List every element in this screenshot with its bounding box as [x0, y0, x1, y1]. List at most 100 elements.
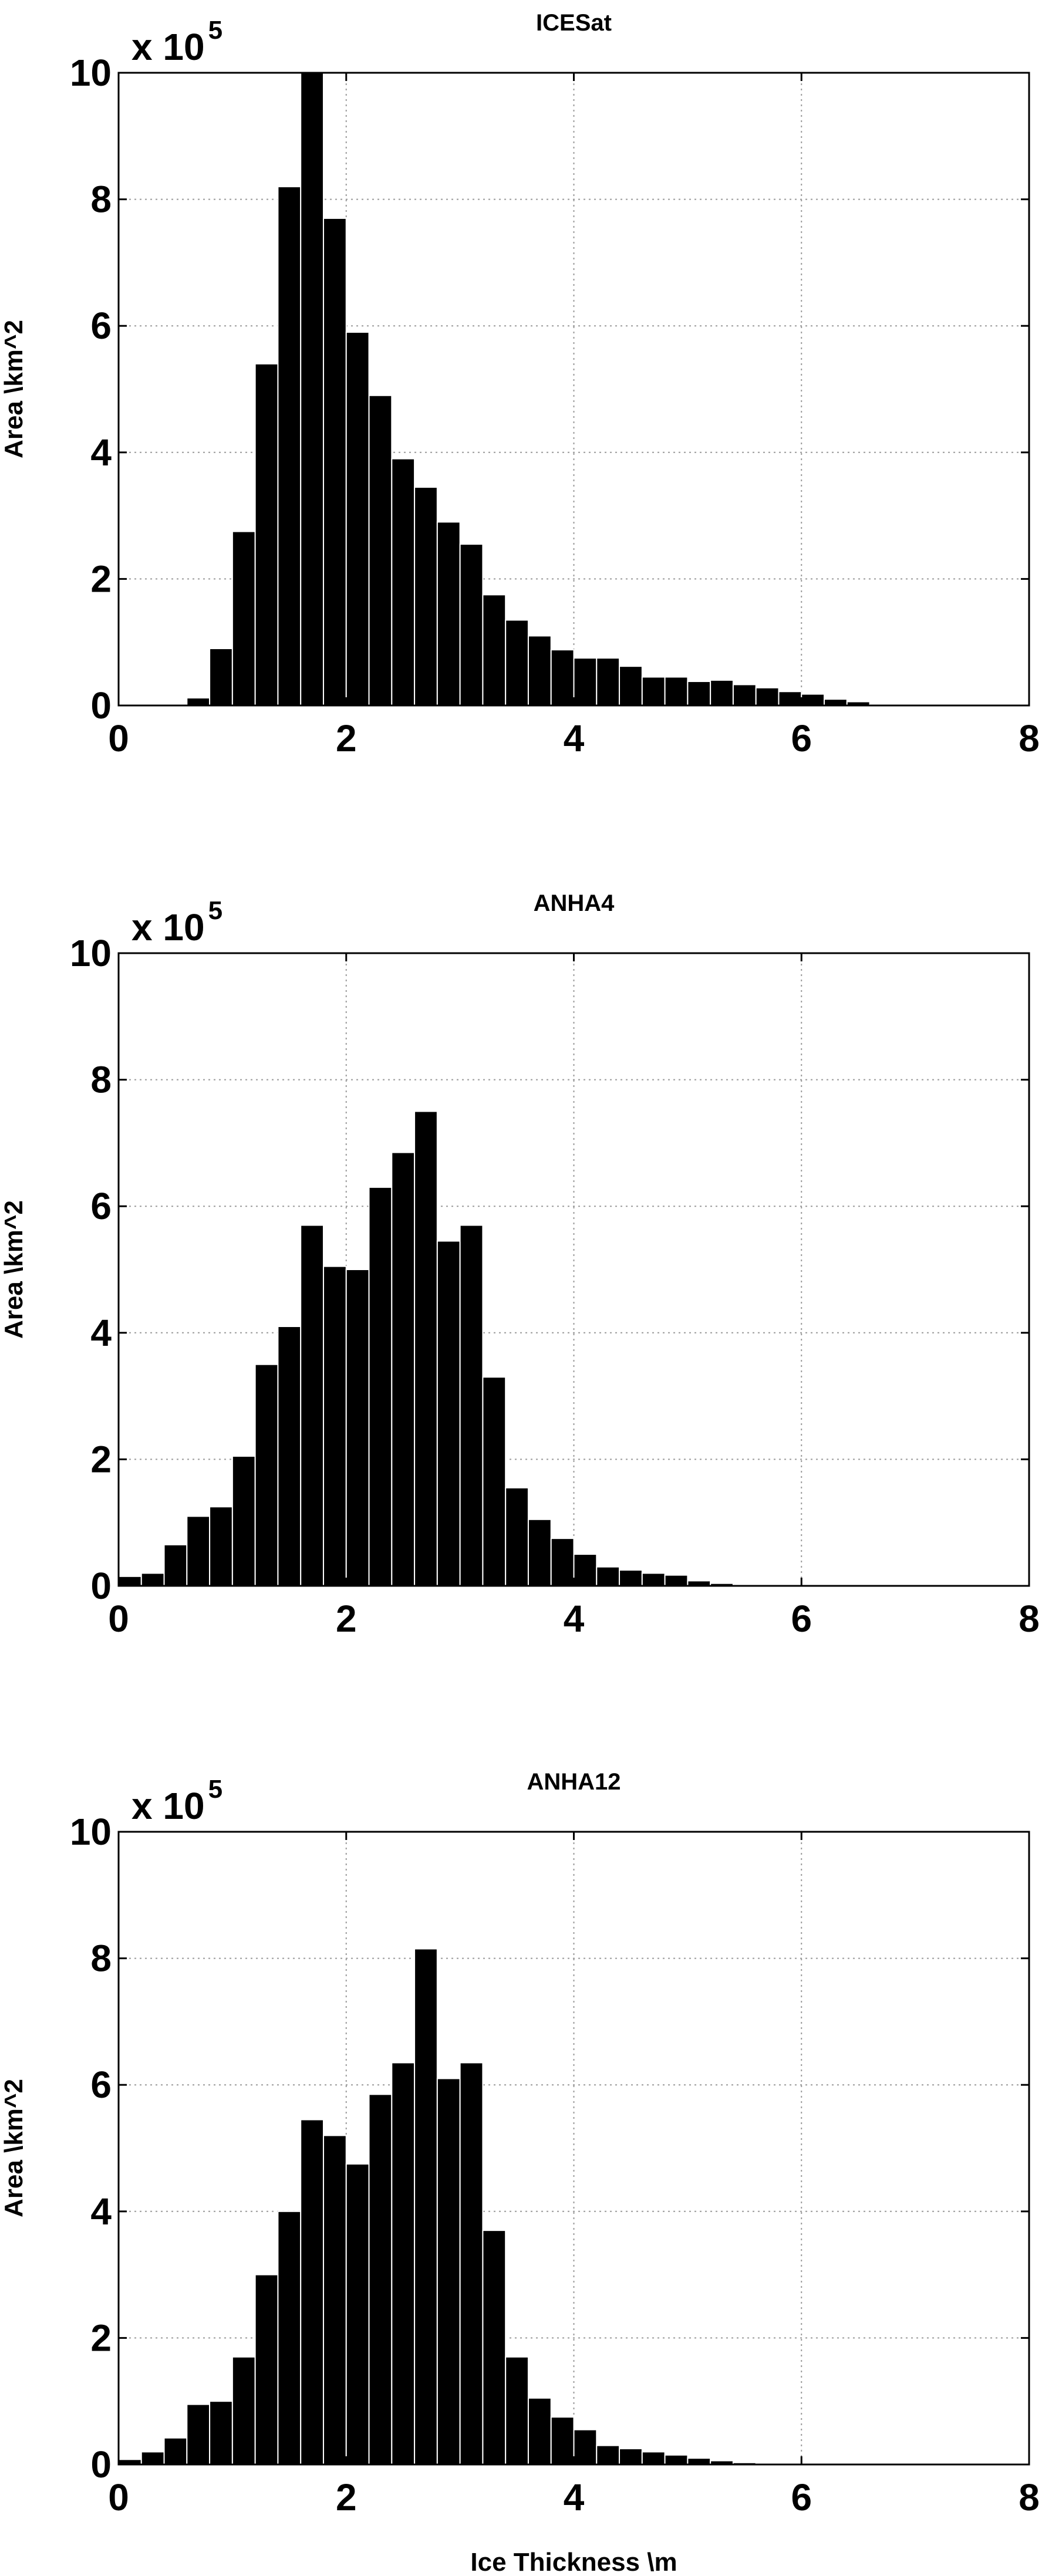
panel-title: ICESat	[536, 10, 612, 36]
histogram-bar	[664, 1574, 689, 1587]
histogram-bar	[118, 1575, 142, 1587]
histogram-bar	[641, 2451, 666, 2465]
panel-title: ANHA12	[527, 1769, 621, 1795]
x-tick-label: 6	[791, 717, 812, 759]
x-tick-label: 0	[108, 1598, 129, 1640]
histogram-bar	[391, 458, 416, 707]
y-axis-multiplier-exponent: 5	[208, 896, 222, 925]
histogram-bar	[459, 543, 484, 706]
histogram-bar	[163, 2437, 188, 2466]
y-axis-label: Area \km^2	[0, 2079, 28, 2217]
histogram-bar	[641, 676, 666, 706]
y-tick-label: 8	[90, 1937, 112, 1980]
histogram-bar	[368, 2094, 393, 2466]
histogram-bar	[664, 676, 689, 706]
histogram-bar	[527, 1518, 552, 1587]
histogram-bar	[277, 2210, 302, 2466]
y-axis-multiplier-base: x 10	[131, 906, 205, 948]
y-tick-label: 2	[90, 558, 112, 600]
histogram-bar	[209, 2401, 233, 2465]
histogram-bar	[619, 2448, 643, 2465]
histogram-bar	[163, 1544, 188, 1586]
y-tick-label: 0	[90, 684, 112, 727]
histogram-bar	[186, 697, 211, 706]
y-tick-label: 6	[90, 1185, 112, 1227]
histogram-bar	[231, 2356, 256, 2465]
histogram-bar	[664, 2454, 689, 2466]
x-tick-label: 8	[1019, 1598, 1040, 1640]
histogram-bar	[300, 1224, 324, 1587]
y-axis-multiplier: x 10 5	[131, 896, 222, 948]
histogram-bar	[459, 2062, 484, 2465]
histogram-bar	[186, 1515, 211, 1586]
histogram-bar	[482, 1376, 507, 1586]
histogram-bar	[596, 1566, 621, 1586]
histogram-bar	[550, 2416, 575, 2465]
histogram-bar	[550, 1538, 575, 1586]
y-tick-label: 2	[90, 2317, 112, 2359]
x-tick-label: 4	[564, 1598, 585, 1640]
histogram-bar	[505, 2356, 529, 2465]
histogram-bar	[619, 1569, 643, 1587]
histogram-bar	[254, 2274, 279, 2466]
y-tick-label: 10	[70, 932, 112, 974]
histogram-bar	[300, 2119, 324, 2465]
y-axis-multiplier-base: x 10	[131, 1785, 205, 1827]
histogram-bar	[322, 2135, 347, 2465]
y-axis-multiplier-base: x 10	[131, 26, 205, 68]
histogram-bar	[414, 1110, 438, 1586]
histogram-bar	[710, 679, 734, 707]
histogram-bar	[550, 649, 575, 706]
y-axis-multiplier-exponent: 5	[208, 16, 222, 45]
histogram-bar	[687, 681, 711, 707]
histogram-bar	[322, 1265, 347, 1587]
histogram-bar	[254, 363, 279, 706]
histogram-bar	[824, 698, 848, 706]
histogram-bar	[482, 2230, 507, 2465]
histogram-bar	[732, 684, 757, 707]
x-tick-label: 8	[1019, 2476, 1040, 2518]
histogram-bar	[231, 531, 256, 706]
y-axis-label: Area \km^2	[0, 320, 28, 458]
panel-icesat: 0 2 4 6 8 0 2 4 6 8 10 ICESat x 10 5 Area \km^2	[0, 10, 1040, 759]
histogram-bar	[436, 2078, 461, 2465]
histogram-bar	[801, 693, 825, 706]
x-tick-label: 8	[1019, 717, 1040, 759]
histogram-bar	[436, 521, 461, 706]
histogram-bar	[300, 72, 324, 706]
histogram-bar	[414, 1948, 438, 2465]
panel-title: ANHA4	[534, 890, 615, 916]
y-tick-label: 2	[90, 1438, 112, 1480]
x-tick-label: 6	[791, 1598, 812, 1640]
x-tick-label: 2	[336, 1598, 357, 1640]
y-tick-label: 10	[70, 52, 112, 94]
histogram-bar	[527, 2397, 552, 2466]
histogram-bar	[391, 1152, 416, 1586]
y-tick-label: 0	[90, 2443, 112, 2486]
x-tick-label: 2	[336, 2476, 357, 2518]
x-tick-label: 2	[336, 717, 357, 759]
x-axis-label: Ice Thickness \m	[470, 2548, 677, 2576]
histogram-bar	[345, 1269, 370, 1586]
y-tick-label: 6	[90, 2064, 112, 2106]
histogram-bar	[209, 1506, 233, 1586]
histogram-bar	[687, 2457, 711, 2466]
histogram-bar	[482, 594, 507, 706]
histogram-bar	[209, 647, 233, 706]
panel-anha4: 0 2 4 6 8 0 2 4 6 8 10 ANHA4 x 10 5 Area \km^2	[0, 890, 1040, 1640]
histogram-bar	[573, 1554, 598, 1587]
y-axis-label: Area \km^2	[0, 1200, 28, 1339]
x-tick-label: 6	[791, 2476, 812, 2518]
y-tick-label: 8	[90, 1059, 112, 1101]
histogram-bar	[436, 1240, 461, 1586]
y-axis-multiplier: x 10 5	[131, 16, 222, 68]
histogram-bar	[140, 1572, 165, 1586]
histogram-bar	[619, 666, 643, 706]
histogram-bar	[573, 657, 598, 707]
histogram-bar	[322, 217, 347, 706]
y-axis-multiplier: x 10 5	[131, 1775, 222, 1827]
x-tick-label: 4	[564, 717, 585, 759]
histogram-bar	[596, 2445, 621, 2466]
histogram-bar	[505, 1487, 529, 1586]
